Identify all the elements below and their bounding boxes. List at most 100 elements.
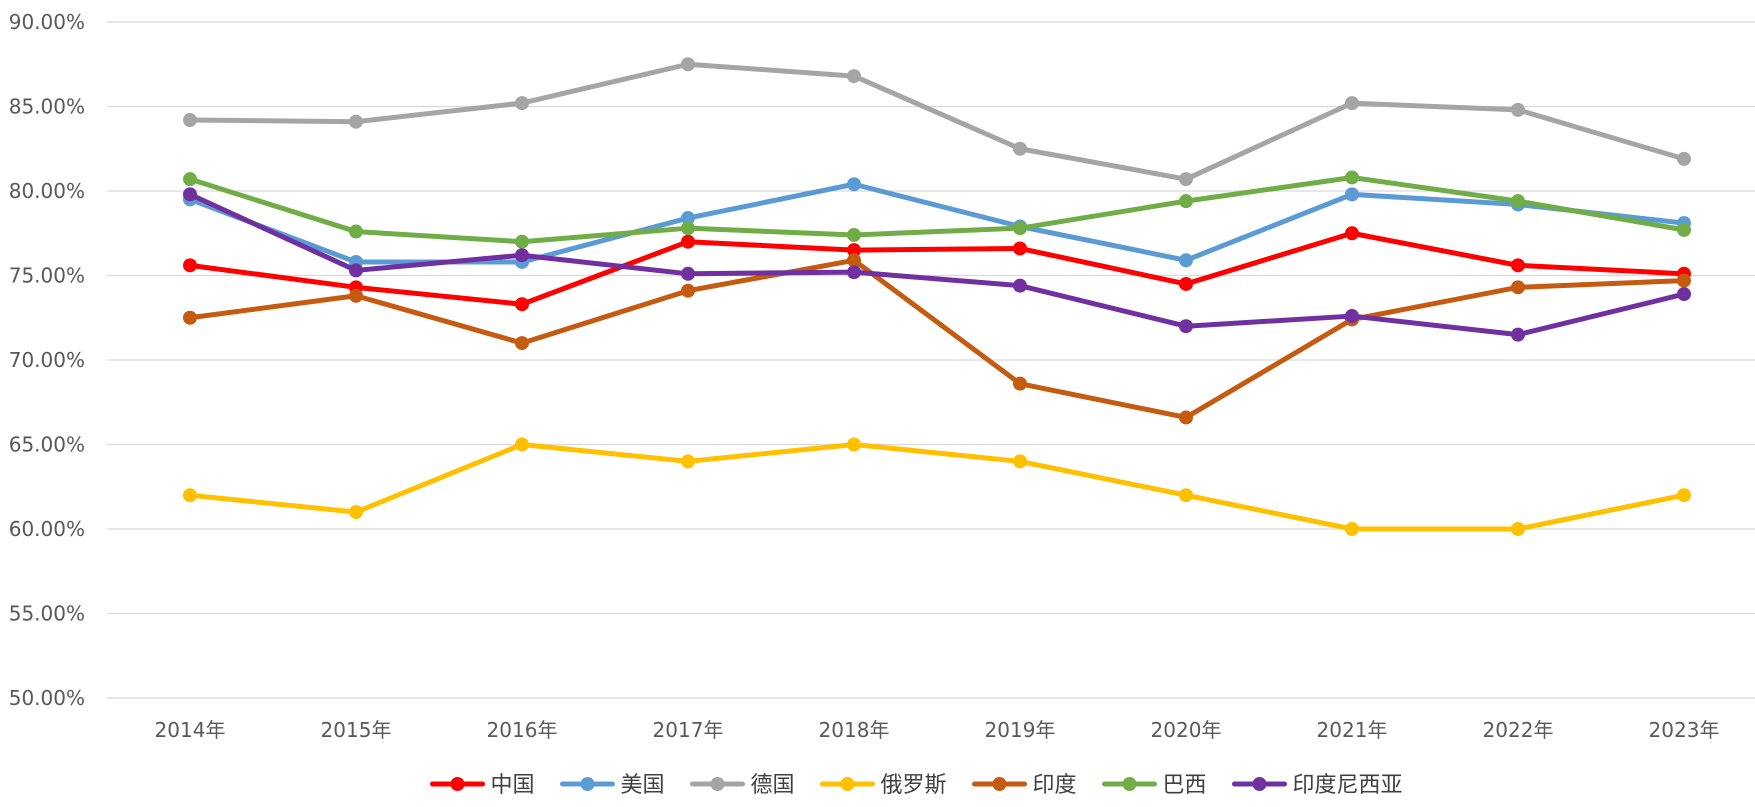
data-point (847, 437, 861, 452)
data-point (681, 283, 695, 298)
legend-item: 俄罗斯 (820, 773, 947, 798)
data-point (1179, 276, 1193, 291)
series-3 (183, 437, 1691, 536)
y-tick-label: 80.00% (9, 179, 85, 203)
data-point (847, 243, 861, 258)
data-point (1345, 96, 1359, 111)
data-point (681, 221, 695, 236)
legend-item: 德国 (690, 773, 795, 798)
series-4 (183, 253, 1691, 425)
data-point (1511, 327, 1525, 342)
data-point (847, 265, 861, 280)
data-point (183, 172, 197, 187)
x-tick-label: 2018年 (819, 718, 890, 742)
data-point (847, 253, 861, 268)
data-point (681, 57, 695, 72)
series-6 (183, 187, 1691, 342)
legend-marker (710, 777, 725, 791)
series-line (187, 61, 1687, 182)
data-point (1511, 522, 1525, 536)
data-point (1677, 273, 1691, 288)
data-point (1511, 258, 1525, 273)
x-tick-label: 2023年 (1649, 718, 1720, 742)
data-point (681, 266, 695, 281)
data-point (349, 263, 363, 278)
legend-item: 巴西 (1102, 773, 1207, 798)
y-tick-label: 70.00% (9, 348, 85, 372)
data-point (1013, 454, 1027, 469)
y-tick-label: 90.00% (9, 10, 85, 34)
x-tick-label: 2016年 (487, 718, 558, 742)
legend-marker (840, 777, 855, 791)
data-point (1677, 488, 1691, 503)
x-axis-ticks: 2014年 2015年 2016年 2017年 2018年 2019年 2020年 2021年… (155, 718, 1720, 742)
y-tick-label: 55.00% (9, 602, 85, 626)
legend: 中国 美国 德国 俄罗斯 印度 巴西 印度尼西亚 (430, 773, 1403, 798)
data-point (183, 488, 197, 503)
legend-item: 印度 (972, 773, 1077, 798)
series-line (187, 191, 1687, 338)
data-point (183, 310, 197, 325)
x-tick-label: 2015年 (321, 718, 392, 742)
legend-marker (992, 777, 1007, 791)
y-tick-label: 50.00% (9, 686, 85, 710)
data-point (1677, 222, 1691, 237)
series-5 (183, 170, 1691, 249)
data-point (349, 224, 363, 239)
data-point (183, 258, 197, 273)
y-axis-ticks: 50.00% 55.00% 60.00% 65.00% 70.00% 75.00% 80.0… (9, 10, 85, 710)
series-lines (183, 57, 1691, 536)
x-tick-label: 2020年 (1151, 718, 1222, 742)
data-point (515, 248, 529, 263)
legend-label: 美国 (621, 773, 665, 798)
x-tick-label: 2017年 (653, 718, 724, 742)
data-point (1345, 226, 1359, 241)
legend-marker (1122, 777, 1137, 791)
data-point (349, 114, 363, 129)
series-line (187, 174, 1687, 245)
data-point (681, 454, 695, 469)
x-tick-label: 2021年 (1317, 718, 1388, 742)
legend-label: 德国 (751, 773, 795, 798)
legend-item: 中国 (430, 773, 535, 798)
data-point (1179, 410, 1193, 425)
data-point (1179, 488, 1193, 503)
legend-marker (1252, 777, 1267, 791)
y-tick-label: 85.00% (9, 95, 85, 119)
data-point (1013, 241, 1027, 256)
y-tick-label: 75.00% (9, 264, 85, 288)
series-2 (183, 57, 1691, 187)
data-point (681, 234, 695, 249)
legend-label: 巴西 (1163, 773, 1207, 798)
data-point (1345, 309, 1359, 324)
data-point (183, 113, 197, 128)
data-point (847, 227, 861, 242)
data-point (515, 96, 529, 111)
series-0 (183, 226, 1691, 312)
data-point (1511, 194, 1525, 209)
data-point (515, 297, 529, 312)
legend-marker (580, 777, 595, 791)
data-point (1345, 522, 1359, 536)
data-point (1179, 194, 1193, 209)
legend-label: 印度 (1033, 773, 1077, 798)
data-point (515, 336, 529, 351)
data-point (1179, 172, 1193, 187)
data-point (183, 187, 197, 202)
data-point (1511, 102, 1525, 117)
data-point (1013, 376, 1027, 391)
data-point (1179, 319, 1193, 334)
legend-label: 印度尼西亚 (1293, 773, 1403, 798)
data-point (1345, 170, 1359, 185)
data-point (1013, 278, 1027, 293)
data-point (1013, 141, 1027, 156)
legend-label: 俄罗斯 (881, 773, 947, 798)
data-point (515, 234, 529, 249)
series-line (187, 230, 1687, 307)
data-point (1677, 287, 1691, 302)
data-point (847, 177, 861, 192)
x-tick-label: 2019年 (985, 718, 1056, 742)
series-line (187, 442, 1687, 532)
